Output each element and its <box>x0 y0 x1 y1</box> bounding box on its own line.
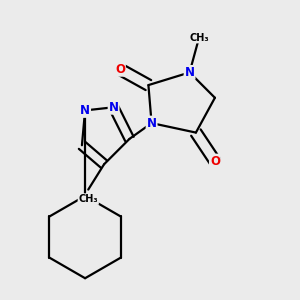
Text: N: N <box>109 101 118 114</box>
Text: N: N <box>184 66 195 79</box>
Text: CH₃: CH₃ <box>78 194 98 204</box>
Text: O: O <box>115 63 125 76</box>
Text: N: N <box>80 104 90 117</box>
Text: CH₃: CH₃ <box>189 33 209 43</box>
Text: N: N <box>147 117 157 130</box>
Text: O: O <box>210 154 220 168</box>
